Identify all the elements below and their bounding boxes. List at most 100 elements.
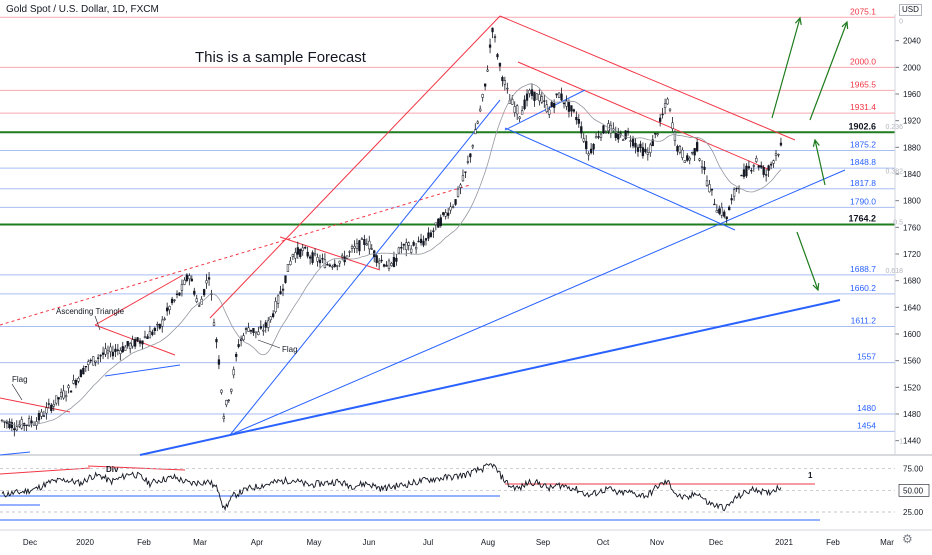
forecast-arrow-up (809, 21, 848, 121)
candle-body (629, 140, 632, 142)
gear-icon[interactable]: ⚙ (902, 532, 913, 546)
fib-level-label: 0.618 (885, 268, 903, 275)
candle-body (592, 143, 595, 150)
candle-body (548, 109, 551, 115)
price-level-label: 1817.8 (850, 178, 876, 188)
candle-body (146, 336, 149, 339)
candle-body (375, 255, 378, 263)
candle-body (20, 419, 23, 429)
candle-body (131, 339, 134, 347)
blue-trend-line (504, 127, 736, 231)
price-level-label: 1454 (857, 420, 876, 430)
candle-body (540, 96, 543, 103)
candle-body (316, 257, 319, 262)
candle-body (153, 327, 156, 332)
candle-body (501, 77, 504, 82)
candle-body (57, 397, 60, 400)
candle-body (368, 240, 371, 250)
candle-body (232, 369, 235, 376)
candle-body (254, 331, 258, 334)
candle-body (681, 149, 684, 158)
rsi-current-label: 50.00 (903, 486, 924, 495)
candle-body (151, 331, 154, 335)
candle-body (700, 166, 704, 168)
candle-body (518, 116, 521, 119)
candle-body (688, 157, 691, 161)
candle-body (301, 247, 304, 251)
price-level-label: 1902.6 (848, 121, 876, 131)
candle-body (476, 121, 479, 124)
candle-body (429, 232, 433, 237)
candle-body (639, 143, 642, 148)
candle-body (562, 102, 566, 105)
candle-body (575, 116, 578, 121)
candle-body (567, 102, 571, 112)
candle-body (269, 316, 272, 321)
candle-body (272, 313, 275, 317)
level-annotation: 1 (808, 471, 813, 480)
x-tick-label: Jul (423, 538, 433, 547)
candle-body (762, 167, 765, 175)
candle-body (104, 348, 107, 355)
candle-body (597, 136, 600, 138)
candle-body (129, 343, 132, 349)
candle-body (370, 248, 373, 250)
x-tick-label: Jun (363, 538, 376, 547)
candle-body (138, 340, 142, 344)
candle-body (666, 98, 669, 105)
rsi-divergence-line (87, 465, 186, 471)
candle-body (380, 259, 383, 262)
candle-body (491, 27, 494, 33)
candle-body (710, 188, 714, 191)
forecast-arrow-down (796, 231, 819, 291)
candle-body (560, 93, 563, 101)
candle-body (599, 133, 603, 138)
candle-body (244, 328, 248, 330)
candle-body (121, 346, 124, 353)
price-level-label: 2075.1 (850, 6, 876, 16)
candle-body (483, 83, 487, 87)
candle-body (631, 138, 635, 147)
candle-body (614, 132, 617, 139)
candle-body (543, 100, 546, 102)
candle-body (678, 145, 682, 153)
candle-body (318, 259, 322, 264)
candle-body (377, 260, 381, 264)
candle-body (37, 413, 41, 421)
candle-body (306, 251, 309, 257)
currency-label[interactable]: USD (899, 4, 922, 16)
candle-body (557, 92, 561, 98)
red-trend-line (209, 15, 501, 319)
candle-body (538, 94, 541, 102)
candle-body (466, 161, 470, 163)
divergence-annotation: Div (106, 465, 119, 474)
candle-body (242, 335, 245, 341)
candle-body (311, 252, 314, 263)
candle-body (173, 299, 176, 302)
candle-body (649, 144, 652, 153)
x-tick-label: Nov (650, 538, 664, 547)
candle-body (136, 337, 139, 342)
x-tick-label: Sep (536, 538, 551, 547)
candle-body (3, 421, 6, 423)
candle-body (686, 155, 689, 161)
candle-body (728, 206, 731, 211)
candle-body (439, 217, 442, 226)
price-level-label: 1480 (857, 403, 876, 413)
candle-body (124, 346, 127, 351)
candle-body (13, 428, 16, 431)
candle-body (636, 147, 640, 152)
candle-body (720, 207, 723, 216)
candle-body (641, 147, 645, 157)
candle-body (644, 148, 647, 153)
candle-body (602, 125, 605, 134)
blue-main-trend-line (139, 299, 841, 456)
candle-body (725, 216, 728, 220)
candle-body (594, 136, 598, 139)
rsi-tick-label: 75.00 (903, 465, 924, 474)
symbol-title: Gold Spot / U.S. Dollar, 1D, FXCM (6, 4, 159, 15)
candle-body (74, 380, 78, 386)
candle-body (481, 94, 484, 98)
